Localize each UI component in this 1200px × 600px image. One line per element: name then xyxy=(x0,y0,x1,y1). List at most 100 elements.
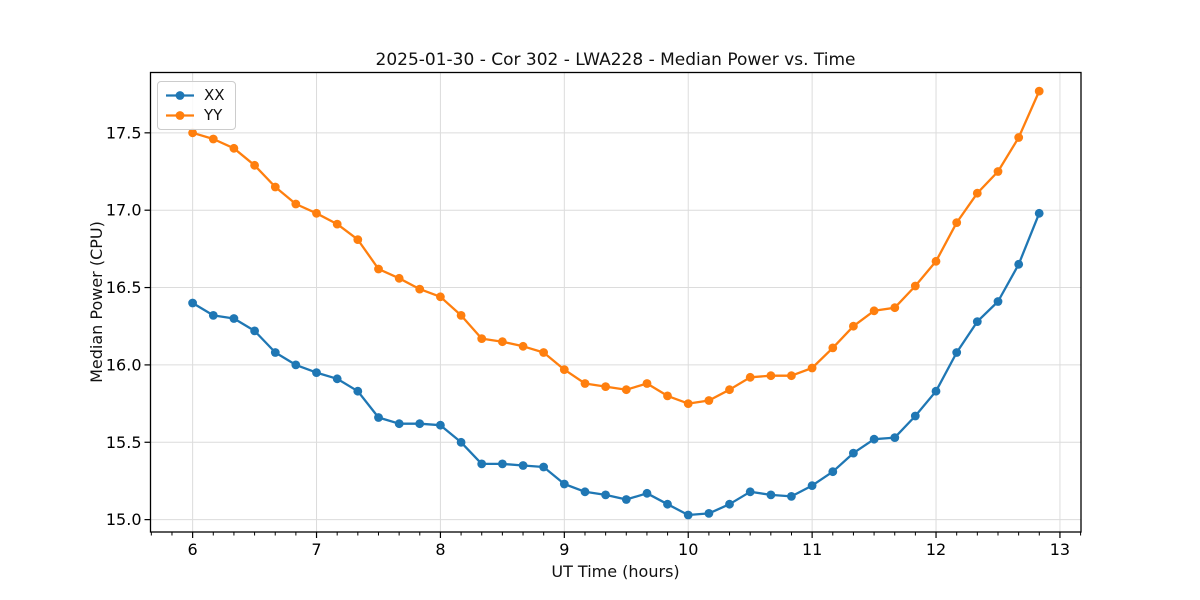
series-yy-marker xyxy=(745,372,755,382)
series-xx-marker xyxy=(972,317,982,326)
series-xx-marker xyxy=(188,298,198,308)
series-yy-marker xyxy=(869,306,879,316)
series-xx-marker xyxy=(807,481,817,490)
series-yy-marker xyxy=(559,365,569,374)
series-yy-marker xyxy=(353,235,363,245)
series-xx-line xyxy=(192,212,1041,517)
series-yy-marker xyxy=(663,391,672,401)
series-yy-marker xyxy=(291,199,301,209)
series-xx-marker xyxy=(456,437,466,447)
x-tick-label: 10 xyxy=(678,540,698,559)
series-xx-marker xyxy=(580,487,590,497)
series-yy-marker xyxy=(704,396,714,405)
x-tick-label: 11 xyxy=(802,540,822,559)
series-xx-marker xyxy=(642,488,652,498)
series-xx-marker xyxy=(849,448,858,458)
y-tick-label: 15.5 xyxy=(106,433,142,452)
series-xx-marker xyxy=(498,459,507,469)
y-tick-label: 15.0 xyxy=(106,510,142,529)
chart-title: 2025-01-30 - Cor 302 - LWA228 - Median P… xyxy=(375,50,856,70)
series-xx-marker xyxy=(1034,208,1044,218)
grid xyxy=(150,72,1081,532)
series-xx-marker xyxy=(931,386,941,396)
series-xx-marker xyxy=(952,348,962,357)
series-yy-marker xyxy=(972,188,982,198)
series-yy-marker xyxy=(374,264,383,274)
series-yy-marker xyxy=(910,281,920,291)
series-xx-marker xyxy=(993,297,1003,306)
series-yy-marker xyxy=(849,321,858,331)
series-yy-marker xyxy=(415,284,425,294)
series-yy-marker xyxy=(229,143,239,153)
series-yy-marker xyxy=(1034,86,1044,96)
legend: XX YY xyxy=(157,81,236,130)
series-yy-marker xyxy=(601,382,610,391)
x-tick-label: 8 xyxy=(435,540,445,559)
series-yy-marker xyxy=(394,273,404,283)
series-xx-marker xyxy=(270,348,280,357)
series-yy-marker xyxy=(312,208,321,218)
x-tick-label: 9 xyxy=(559,540,569,559)
x-tick-label: 13 xyxy=(1050,540,1070,559)
x-tick-label: 12 xyxy=(926,540,946,559)
series-xx-marker xyxy=(312,368,321,377)
series-xx-marker xyxy=(332,374,342,384)
series-xx-marker xyxy=(436,420,445,430)
series-yy-marker xyxy=(250,160,259,170)
series-xx-marker xyxy=(415,419,425,429)
series-xx-marker xyxy=(704,509,714,518)
series-xx-marker xyxy=(374,413,383,422)
y-tick-label: 16.5 xyxy=(106,278,142,297)
series-xx-marker xyxy=(539,462,548,472)
series-xx-marker xyxy=(1014,259,1024,269)
series-yy-marker xyxy=(890,303,900,313)
series-yy-marker xyxy=(952,218,962,228)
series-yy-line xyxy=(192,90,1041,405)
series-yy-marker xyxy=(436,292,445,302)
legend-label: XX xyxy=(204,86,225,104)
series-yy-marker xyxy=(1014,133,1024,142)
series-xx-marker xyxy=(353,386,363,396)
x-axis-label: UT Time (hours) xyxy=(551,562,680,581)
series-xx-marker xyxy=(601,490,610,500)
plot-border xyxy=(149,71,1082,533)
series-yy-marker xyxy=(456,311,466,320)
series-xx-marker xyxy=(828,467,838,477)
series-xx-marker xyxy=(869,434,879,444)
axes-ticks: 6 7 8 9 10 11 12 13 15.0 15.5 16.0 16.5 17.0 17.5 xyxy=(106,123,1082,559)
x-tick-label: 6 xyxy=(188,540,198,559)
series-yy-marker xyxy=(993,167,1003,176)
series-yy-marker xyxy=(787,371,796,381)
y-tick-label: 16.0 xyxy=(106,355,142,374)
legend-line-marker-icon xyxy=(166,111,194,120)
series-xx-marker xyxy=(559,479,569,489)
series-xx-marker xyxy=(683,510,693,520)
series-yy-marker xyxy=(766,371,776,381)
y-axis-label: Median Power (CPU) xyxy=(87,221,106,383)
series-yy-marker xyxy=(828,343,838,353)
series-xx-marker xyxy=(890,433,900,442)
series-yy-marker xyxy=(208,134,218,144)
y-tick-label: 17.0 xyxy=(106,201,142,220)
series-xx-marker xyxy=(663,499,672,509)
series-xx-marker xyxy=(229,314,239,323)
x-tick-label: 7 xyxy=(311,540,321,559)
series-yy-marker xyxy=(477,334,487,343)
series-yy-marker xyxy=(188,128,198,138)
series-xx-marker xyxy=(725,499,734,509)
series-yy-marker xyxy=(725,385,734,395)
series-yy-marker xyxy=(539,348,548,357)
legend-item-xx: XX xyxy=(165,87,225,104)
series-xx-marker xyxy=(394,419,404,429)
series-xx-marker xyxy=(787,492,796,501)
series-xx-marker xyxy=(291,360,301,370)
series-yy-marker xyxy=(270,182,280,192)
legend-line-marker-icon xyxy=(166,91,194,100)
series-xx-marker xyxy=(518,461,528,470)
legend-item-yy: YY xyxy=(165,107,225,124)
series-yy xyxy=(188,86,1044,408)
series-yy-marker xyxy=(931,256,941,266)
series-xx-marker xyxy=(208,311,218,320)
